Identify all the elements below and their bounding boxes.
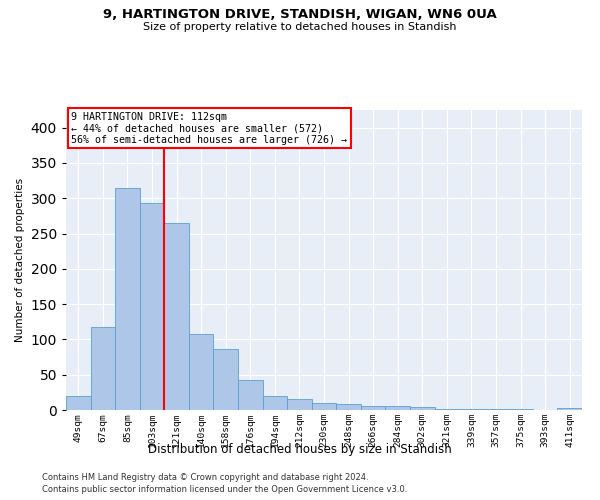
- Bar: [164, 223, 189, 410]
- Bar: [434, 408, 459, 410]
- Bar: [312, 403, 336, 410]
- Bar: [66, 396, 91, 410]
- Bar: [263, 396, 287, 410]
- Bar: [91, 326, 115, 410]
- Text: Distribution of detached houses by size in Standish: Distribution of detached houses by size …: [148, 442, 452, 456]
- Bar: [385, 406, 410, 410]
- Bar: [214, 348, 238, 410]
- Bar: [336, 404, 361, 410]
- Text: 9 HARTINGTON DRIVE: 112sqm
← 44% of detached houses are smaller (572)
56% of sem: 9 HARTINGTON DRIVE: 112sqm ← 44% of deta…: [71, 112, 347, 144]
- Bar: [140, 203, 164, 410]
- Bar: [238, 380, 263, 410]
- Bar: [115, 188, 140, 410]
- Bar: [557, 408, 582, 410]
- Text: Contains HM Land Registry data © Crown copyright and database right 2024.: Contains HM Land Registry data © Crown c…: [42, 472, 368, 482]
- Text: 9, HARTINGTON DRIVE, STANDISH, WIGAN, WN6 0UA: 9, HARTINGTON DRIVE, STANDISH, WIGAN, WN…: [103, 8, 497, 20]
- Bar: [189, 334, 214, 410]
- Text: Size of property relative to detached houses in Standish: Size of property relative to detached ho…: [143, 22, 457, 32]
- Bar: [287, 400, 312, 410]
- Y-axis label: Number of detached properties: Number of detached properties: [15, 178, 25, 342]
- Bar: [410, 407, 434, 410]
- Text: Contains public sector information licensed under the Open Government Licence v3: Contains public sector information licen…: [42, 485, 407, 494]
- Bar: [361, 406, 385, 410]
